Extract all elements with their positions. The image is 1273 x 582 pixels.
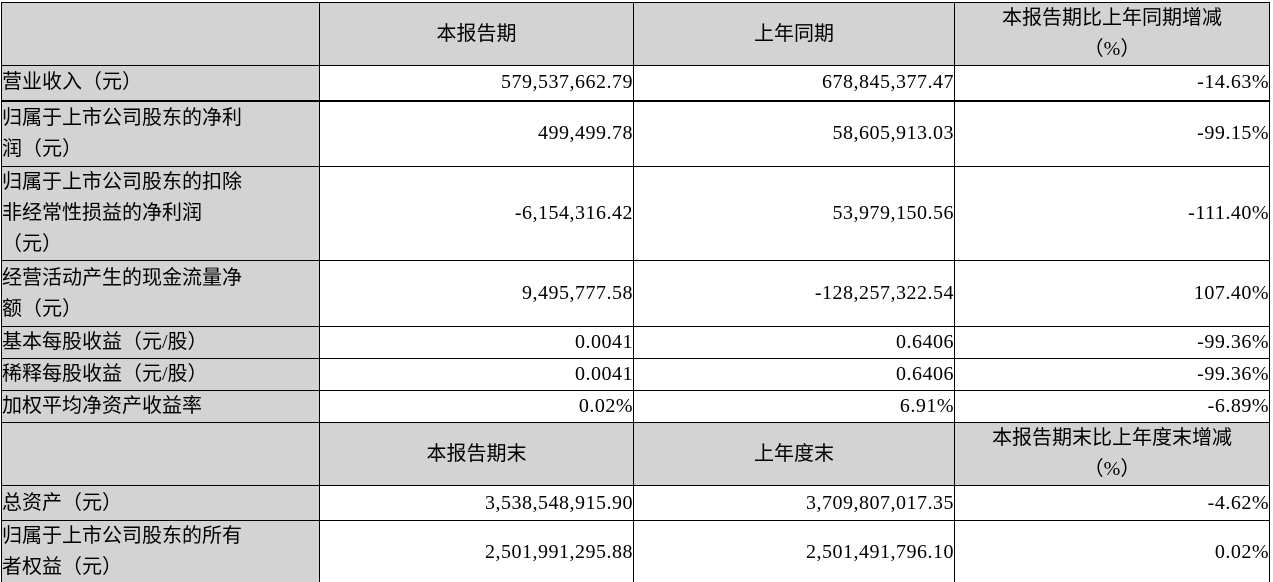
table-row-net-profit-excl-nonrecurring: 归属于上市公司股东的扣除 非经常性损益的净利润 （元） -6,154,316.4… [1, 166, 1270, 261]
current-period-value: 0.0041 [319, 358, 634, 391]
change-percent-value: 0.02% [954, 520, 1270, 582]
current-period-value: 0.02% [319, 390, 634, 423]
section1-header-change-percent: 本报告期比上年同期增减 （%） [954, 2, 1270, 66]
section1-header-prior-period: 上年同期 [633, 2, 955, 66]
table-row-diluted-eps: 稀释每股收益（元/股） 0.0041 0.6406 -99.36% [1, 358, 1270, 391]
section2-header-prior-year-end: 上年度末 [633, 422, 955, 486]
current-period-value: 499,499.78 [319, 100, 634, 167]
change-percent-value: -99.15% [954, 100, 1270, 167]
change-percent-value: -6.89% [954, 390, 1270, 423]
change-percent-value: -99.36% [954, 326, 1270, 359]
prior-period-value: 0.6406 [633, 326, 955, 359]
change-percent-value: -99.36% [954, 358, 1270, 391]
section2-header-change-percent: 本报告期末比上年度末增减 （%） [954, 422, 1270, 486]
row-label: 归属于上市公司股东的净利 润（元） [1, 100, 320, 167]
row-label: 总资产（元） [1, 485, 320, 521]
row-label: 归属于上市公司股东的扣除 非经常性损益的净利润 （元） [1, 166, 320, 261]
section2-header-period-end: 本报告期末 [319, 422, 634, 486]
table-row-total-assets: 总资产（元） 3,538,548,915.90 3,709,807,017.35… [1, 485, 1270, 521]
row-label: 加权平均净资产收益率 [1, 390, 320, 423]
change-percent-value: 107.40% [954, 260, 1270, 327]
row-label: 营业收入（元） [1, 65, 320, 102]
change-percent-value: -4.62% [954, 485, 1270, 521]
current-period-value: 0.0041 [319, 326, 634, 359]
table-row-operating-revenue: 营业收入（元） 579,537,662.79 678,845,377.47 -1… [1, 65, 1270, 102]
section1-header-row: 本报告期 上年同期 本报告期比上年同期增减 （%） [1, 2, 1270, 66]
row-label: 稀释每股收益（元/股） [1, 358, 320, 391]
prior-period-value: 53,979,150.56 [633, 166, 955, 261]
table-row-net-profit: 归属于上市公司股东的净利 润（元） 499,499.78 58,605,913.… [1, 100, 1270, 167]
section1-header-empty-cell [1, 2, 320, 66]
current-period-value: 579,537,662.79 [319, 65, 634, 102]
prior-period-value: -128,257,322.54 [633, 260, 955, 327]
table-row-operating-cash-flow: 经营活动产生的现金流量净 额（元） 9,495,777.58 -128,257,… [1, 260, 1270, 327]
section2-header-empty-cell [1, 422, 320, 486]
prior-period-value: 678,845,377.47 [633, 65, 955, 102]
prior-period-value: 0.6406 [633, 358, 955, 391]
current-period-value: -6,154,316.42 [319, 166, 634, 261]
change-percent-value: -111.40% [954, 166, 1270, 261]
prior-period-value: 58,605,913.03 [633, 100, 955, 167]
period-end-value: 3,538,548,915.90 [319, 485, 634, 521]
table-row-basic-eps: 基本每股收益（元/股） 0.0041 0.6406 -99.36% [1, 326, 1270, 359]
section1-header-current-period: 本报告期 [319, 2, 634, 66]
current-period-value: 9,495,777.58 [319, 260, 634, 327]
table-row-weighted-avg-roe: 加权平均净资产收益率 0.02% 6.91% -6.89% [1, 390, 1270, 423]
section2-header-row: 本报告期末 上年度末 本报告期末比上年度末增减 （%） [1, 422, 1270, 486]
prior-year-end-value: 2,501,491,796.10 [633, 520, 955, 582]
table-row-owners-equity: 归属于上市公司股东的所有 者权益（元） 2,501,991,295.88 2,5… [1, 520, 1270, 582]
period-end-value: 2,501,991,295.88 [319, 520, 634, 582]
change-percent-value: -14.63% [954, 65, 1270, 102]
row-label: 经营活动产生的现金流量净 额（元） [1, 260, 320, 327]
prior-period-value: 6.91% [633, 390, 955, 423]
row-label: 基本每股收益（元/股） [1, 326, 320, 359]
prior-year-end-value: 3,709,807,017.35 [633, 485, 955, 521]
row-label: 归属于上市公司股东的所有 者权益（元） [1, 520, 320, 582]
